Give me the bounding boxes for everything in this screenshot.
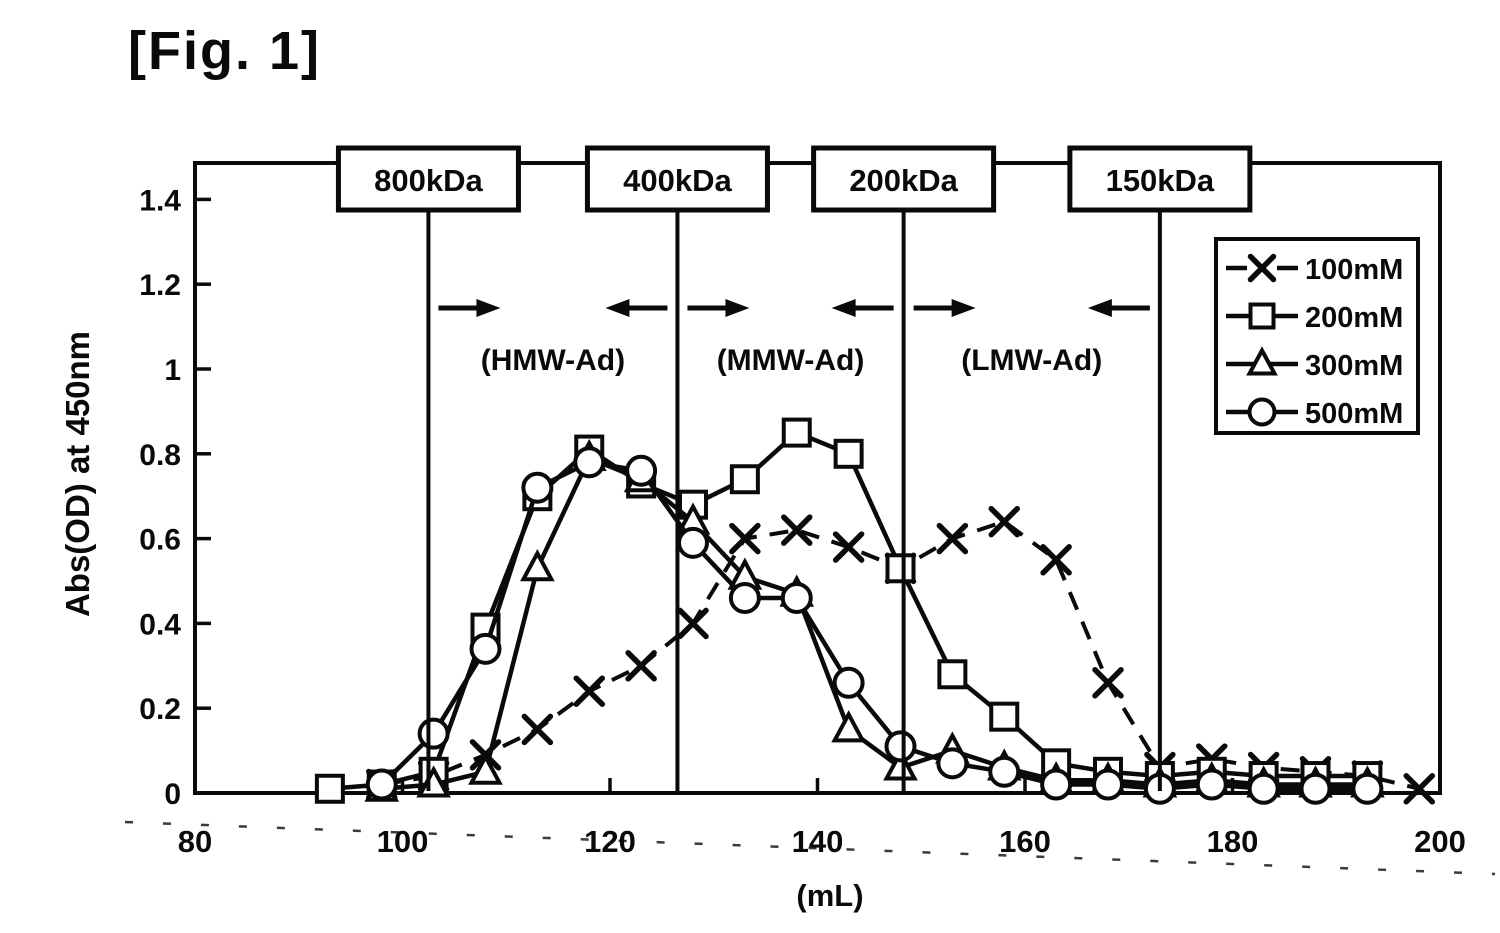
series-100mM-marker [1403,773,1435,805]
y-tick-label: 0.4 [139,608,181,641]
series-100mM-marker [1040,544,1072,576]
series-500mM-marker [1351,772,1384,805]
legend-label: 200mM [1305,302,1403,334]
y-tick-label: 1.2 [139,269,181,302]
x-tick-label: 160 [999,824,1051,859]
x-axis-title: (mL) [796,878,864,913]
series-200mM-marker [729,464,760,495]
y-tick-label: 1.4 [139,184,181,217]
x-tick-label: 120 [584,824,636,859]
series-300mM-marker [883,748,918,781]
legend-marker-x-icon [1247,253,1277,283]
series-500mM-marker [677,526,709,559]
legend-marker-square-icon [1248,302,1276,330]
mw-box-label: 400kDa [623,163,732,198]
arrow-right-icon [725,299,750,317]
series-100mM-marker [781,514,813,546]
series-100mM-marker [625,650,657,682]
legend-label: 100mM [1305,254,1403,286]
figure-label: [Fig. 1] [128,21,321,81]
mw-box-200kDa [811,145,997,213]
series-100mM-marker [521,713,554,746]
series-500mM-marker [1299,772,1332,805]
mw-box-800kDa [335,145,521,213]
series-500mM-marker [469,632,502,665]
series-100mM-marker [1092,667,1124,699]
series-200mM-marker [989,701,1020,732]
arrow-right-icon [476,299,501,317]
y-tick-label: 0.2 [139,693,181,726]
series-500mM-marker [625,454,658,487]
series-100mM-marker [988,505,1020,538]
x-tick-label: 200 [1414,824,1466,859]
y-axis-title: Abs(OD) at 450nm [59,330,96,618]
series-500mM-marker [521,471,554,504]
y-tick-label: 0 [164,778,181,811]
series-500mM-marker [884,730,917,763]
series-200mM-marker [781,417,812,448]
arrow-left-icon [831,299,856,317]
series-200mM-marker [833,438,864,469]
legend-box [1214,237,1420,435]
y-tick-label: 1 [164,354,181,387]
series-500mM-marker [573,446,606,479]
x-tick-label: 180 [1207,824,1259,859]
series-300mM-marker [468,752,503,785]
series-200mM-marker [937,659,968,690]
mw-box-label: 200kDa [849,163,958,198]
region-label: (HMW-Ad) [481,344,625,377]
mw-box-label: 150kDa [1106,163,1215,198]
series-500mM-marker [1195,768,1228,801]
series-300mM-marker [520,549,555,582]
mw-box-label: 800kDa [374,163,483,198]
series-100mM-marker [573,675,605,707]
legend-label: 300mM [1305,350,1403,382]
series-500mM-marker [780,581,813,614]
series-200mM-marker [314,773,345,804]
mw-box-150kDa [1067,145,1253,213]
series-500mM-marker [936,747,969,780]
x-tick-label: 100 [377,824,429,859]
series-500mM-marker [417,717,450,750]
legend-marker-circle-icon [1247,397,1277,427]
legend-marker-triangle-icon [1246,346,1278,376]
series-100mM-marker [677,607,709,640]
series-500mM-marker [728,581,761,614]
mw-box-400kDa [584,145,770,213]
series-500mM-marker [832,666,865,699]
region-label: (MMW-Ad) [717,344,865,377]
series-200mM-marker [885,553,916,584]
arrow-left-icon [605,299,630,317]
x-tick-label: 140 [792,824,844,859]
series-100mM-marker [729,522,761,555]
series-500mM-marker [1092,768,1124,801]
series-100mM-marker [936,522,969,555]
series-500mM-marker [1247,772,1280,805]
x-tick-label: 80 [178,824,212,859]
arrow-right-icon [951,299,976,317]
y-tick-label: 0.8 [139,439,181,472]
arrow-left-icon [1087,299,1112,317]
series-300mM-marker [831,710,866,743]
legend-label: 500mM [1305,398,1403,430]
series-100mM-marker [832,531,865,563]
region-label: (LMW-Ad) [961,344,1102,377]
series-500mM-marker [988,755,1021,788]
series-500mM-marker [1040,768,1073,801]
y-tick-label: 0.6 [139,524,181,557]
scan-artifact-line [124,820,1496,876]
series-500mM-marker [365,768,398,801]
